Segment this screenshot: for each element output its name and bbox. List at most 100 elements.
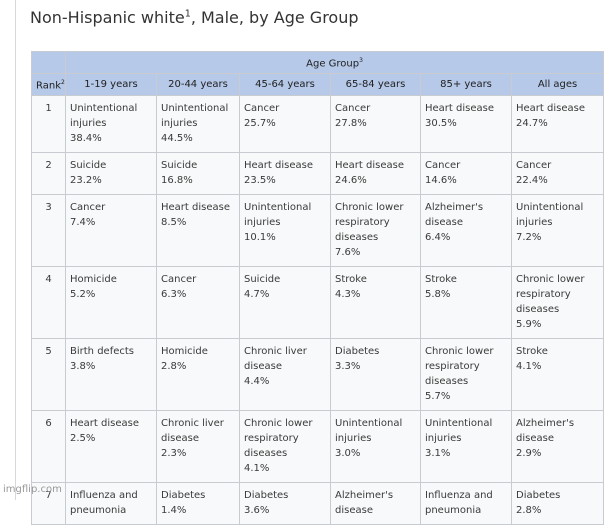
cause-name: Diabetes (516, 488, 599, 503)
table-row: 1Unintentional injuries38.4%Unintentiona… (32, 96, 604, 153)
cause-cell: Heart disease24.7% (512, 96, 604, 153)
cause-cell: Chronic lower respiratory diseases7.6% (331, 195, 421, 267)
cause-name: Diabetes (244, 488, 326, 503)
cause-cell: Chronic liver disease4.4% (240, 339, 331, 411)
cause-percent: 2.9% (516, 446, 599, 461)
cause-cell: Stroke5.8% (421, 267, 512, 339)
footnote-ref[interactable]: 2 (61, 79, 65, 86)
cause-name: Cancer (516, 158, 599, 173)
cause-percent: 14.6% (425, 173, 507, 188)
cause-name: Suicide (70, 158, 152, 173)
cause-percent: 23.5% (244, 173, 326, 188)
watermark: imgflip.com (3, 484, 62, 495)
cause-name: Heart disease (161, 200, 235, 215)
column-header: All ages (512, 74, 604, 96)
cause-percent: 7.4% (70, 215, 152, 230)
cause-name: Cancer (425, 158, 507, 173)
cause-name: Stroke (335, 272, 416, 287)
cause-cell: Chronic lower respiratory diseases5.7% (421, 339, 512, 411)
rank-header-text: Rank (36, 81, 61, 92)
cause-cell: Stroke4.1% (512, 339, 604, 411)
cause-cell: Chronic lower respiratory diseases4.1% (240, 411, 331, 483)
cause-percent: 30.5% (425, 116, 507, 131)
cause-percent: 23.2% (70, 173, 152, 188)
column-header: 20-44 years (157, 74, 240, 96)
cause-name: Unintentional injuries (161, 101, 235, 131)
cause-percent: 2.8% (161, 359, 235, 374)
rank-cell: 3 (32, 195, 66, 267)
cause-percent: 10.1% (244, 230, 326, 245)
cause-cell: Cancer25.7% (240, 96, 331, 153)
page: Non-Hispanic white1, Male, by Age Group … (0, 0, 612, 500)
cause-cell: Unintentional injuries3.1% (421, 411, 512, 483)
cause-percent: 4.4% (244, 374, 326, 389)
cause-name: Unintentional injuries (244, 200, 326, 230)
cause-cell: Cancer7.4% (66, 195, 157, 267)
cause-name: Alzheimer's disease (425, 200, 507, 230)
cause-name: Unintentional injuries (70, 101, 152, 131)
cause-cell: Unintentional injuries44.5% (157, 96, 240, 153)
cause-name: Chronic liver disease (161, 416, 235, 446)
cause-cell: Stroke4.3% (331, 267, 421, 339)
cause-percent: 3.8% (70, 359, 152, 374)
cause-percent: 2.8% (516, 503, 599, 518)
cause-percent: 6.4% (425, 230, 507, 245)
column-header: 85+ years (421, 74, 512, 96)
table-row: 7Influenza and pneumoniaDiabetes1.4%Diab… (32, 483, 604, 525)
cause-name: Unintentional injuries (425, 416, 507, 446)
cause-name: Suicide (244, 272, 326, 287)
column-header: 1-19 years (66, 74, 157, 96)
cause-cell: Heart disease24.6% (331, 153, 421, 195)
cause-name: Chronic lower respiratory diseases (425, 344, 507, 389)
cause-percent: 4.3% (335, 287, 416, 302)
footnote-ref[interactable]: 3 (359, 57, 363, 64)
cause-cell: Cancer14.6% (421, 153, 512, 195)
cause-cell: Unintentional injuries7.2% (512, 195, 604, 267)
cause-cell: Cancer22.4% (512, 153, 604, 195)
rank-cell: 5 (32, 339, 66, 411)
cause-cell: Influenza and pneumonia (66, 483, 157, 525)
cause-name: Cancer (161, 272, 235, 287)
cause-percent: 16.8% (161, 173, 235, 188)
title: Non-Hispanic white1, Male, by Age Group (30, 8, 359, 27)
cause-name: Diabetes (335, 344, 416, 359)
cause-name: Unintentional injuries (516, 200, 599, 230)
cause-percent: 38.4% (70, 131, 152, 146)
cause-cell: Heart disease30.5% (421, 96, 512, 153)
cause-percent: 25.7% (244, 116, 326, 131)
cause-name: Chronic liver disease (244, 344, 326, 374)
cause-name: Diabetes (161, 488, 235, 503)
rank-cell: 6 (32, 411, 66, 483)
cause-percent: 3.0% (335, 446, 416, 461)
table-row: 5Birth defects3.8%Homicide2.8%Chronic li… (32, 339, 604, 411)
cause-percent: 3.1% (425, 446, 507, 461)
cause-name: Chronic lower respiratory diseases (244, 416, 326, 461)
table-row: 3Cancer7.4%Heart disease8.5%Unintentiona… (32, 195, 604, 267)
cause-name: Unintentional injuries (335, 416, 416, 446)
cause-percent: 5.8% (425, 287, 507, 302)
rank-cell: 4 (32, 267, 66, 339)
column-header: 45-64 years (240, 74, 331, 96)
cause-cell: Diabetes1.4% (157, 483, 240, 525)
cause-name: Influenza and pneumonia (70, 488, 152, 518)
cause-percent: 24.6% (335, 173, 416, 188)
cause-cell: Unintentional injuries3.0% (331, 411, 421, 483)
group-header: Age Group3 (66, 52, 604, 74)
cause-name: Alzheimer's disease (335, 488, 416, 518)
cause-name: Cancer (70, 200, 152, 215)
cause-name: Heart disease (335, 158, 416, 173)
cause-cell: Birth defects3.8% (66, 339, 157, 411)
cause-cell: Alzheimer's disease (331, 483, 421, 525)
cause-percent: 4.1% (244, 461, 326, 476)
cause-percent: 2.5% (70, 431, 152, 446)
cause-percent: 7.6% (335, 245, 416, 260)
cause-cell: Heart disease2.5% (66, 411, 157, 483)
cause-cell: Suicide16.8% (157, 153, 240, 195)
cause-cell: Chronic liver disease2.3% (157, 411, 240, 483)
cause-name: Influenza and pneumonia (425, 488, 507, 518)
cause-name: Chronic lower respiratory diseases (516, 272, 599, 317)
cause-name: Heart disease (425, 101, 507, 116)
cause-cell: Suicide23.2% (66, 153, 157, 195)
cause-cell: Cancer27.8% (331, 96, 421, 153)
cause-cell: Suicide4.7% (240, 267, 331, 339)
